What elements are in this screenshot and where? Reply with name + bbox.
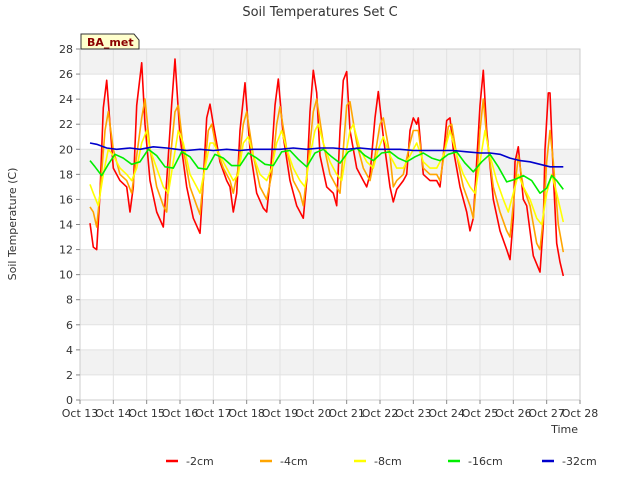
y-tick-label: 18: [59, 168, 73, 181]
series-line-16cm: [89, 147, 564, 194]
x-tick-label: Oct 21: [328, 407, 365, 420]
y-tick-label: 6: [66, 319, 73, 332]
x-axis-label: Time: [550, 423, 578, 436]
grid-band: [80, 324, 580, 350]
site-badge: BA_met: [80, 33, 140, 50]
y-tick-label: 2: [66, 369, 73, 382]
grid-band: [80, 224, 580, 250]
legend-label: -2cm: [186, 455, 214, 468]
series-line-8cm: [89, 123, 565, 226]
x-tick-label: Oct 19: [262, 407, 299, 420]
legend-label: -8cm: [374, 455, 402, 468]
legend-label: -32cm: [562, 455, 597, 468]
legend: -2cm -4cm -8cm -16cm -32cm: [166, 455, 597, 468]
y-tick-label: 24: [59, 93, 73, 106]
site-badge-box: [80, 33, 140, 50]
x-tick-label: Oct 14: [95, 407, 132, 420]
y-tick-label: 22: [59, 118, 73, 131]
y-tick-label: 8: [66, 294, 73, 307]
grid-band: [80, 99, 580, 125]
y-tick-label: 0: [66, 394, 73, 407]
x-tick-label: Oct 20: [295, 407, 332, 420]
x-tick-label: Oct 25: [462, 407, 499, 420]
grid-band: [80, 349, 580, 375]
x-tick-label: Oct 18: [228, 407, 265, 420]
y-tick-label: 14: [59, 219, 73, 232]
series-line-32cm: [89, 142, 564, 168]
x-tick-label: Oct 16: [162, 407, 199, 420]
y-tick-label: 28: [59, 43, 73, 56]
y-axis-label: Soil Temperature (C): [6, 168, 19, 281]
x-tick-label: Oct 26: [495, 407, 532, 420]
x-tick-label: Oct 27: [528, 407, 565, 420]
y-tick-label: 10: [59, 269, 73, 282]
grid-band: [80, 249, 580, 275]
site-badge-text: BA_met: [87, 36, 134, 49]
x-tick-label: Oct 24: [428, 407, 465, 420]
chart-title: Soil Temperatures Set C: [242, 5, 397, 20]
grid-band: [80, 124, 580, 150]
y-tick-label: 20: [59, 143, 73, 156]
x-tick-label: Oct 13: [62, 407, 99, 420]
x-tick-label: Oct 23: [395, 407, 432, 420]
series-layer: [89, 58, 565, 277]
x-tick-label: Oct 28: [562, 407, 599, 420]
grid-band: [80, 49, 580, 75]
y-tick-label: 12: [59, 244, 73, 257]
grid-band: [80, 74, 580, 100]
x-tick-label: Oct 15: [128, 407, 165, 420]
y-tick-label: 26: [59, 68, 73, 81]
y-tick-label: 16: [59, 193, 73, 206]
series-line-4cm: [89, 98, 565, 253]
legend-label: -4cm: [280, 455, 308, 468]
series-line-2cm: [89, 58, 565, 277]
grid-band: [80, 374, 580, 400]
legend-label: -16cm: [468, 455, 503, 468]
y-tick-label: 4: [66, 344, 73, 357]
x-tick-label: Oct 17: [195, 407, 232, 420]
grid-band: [80, 274, 580, 300]
grid-band: [80, 299, 580, 325]
x-tick-label: Oct 22: [362, 407, 399, 420]
